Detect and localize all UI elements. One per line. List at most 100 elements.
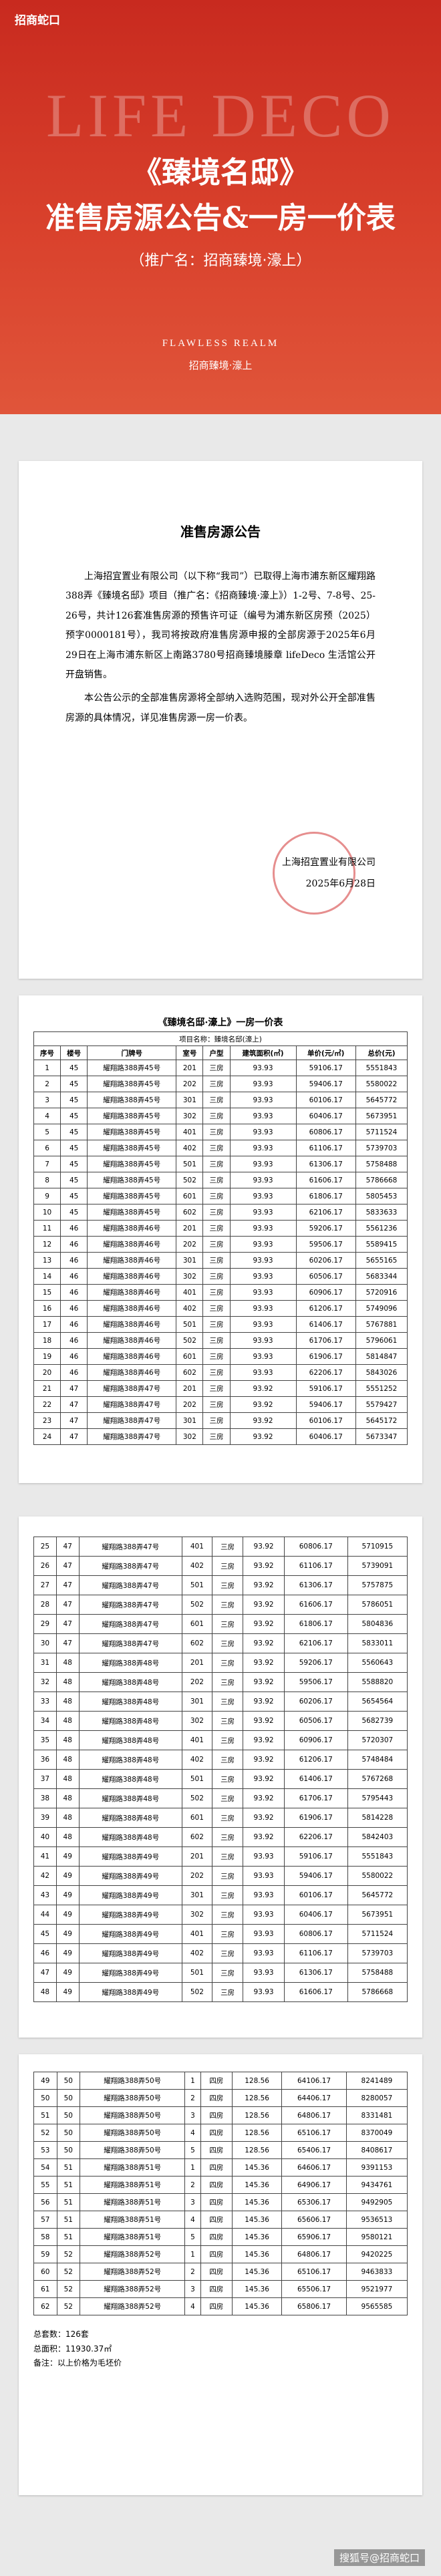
- cell: 145.36: [232, 2158, 283, 2177]
- cell: 4: [184, 2211, 201, 2229]
- cell: 耀翔路388弄50号: [80, 2106, 186, 2124]
- cell: 耀翔路388弄47号: [78, 1537, 182, 1557]
- cell: 三房: [202, 1412, 231, 1429]
- cell: 93.93: [229, 1252, 297, 1269]
- cell: 93.93: [243, 1885, 285, 1905]
- cell: 三房: [211, 1653, 244, 1673]
- cell: 9565585: [345, 2297, 408, 2315]
- cell: 耀翔路388弄49号: [78, 1963, 182, 1983]
- cell: 5673951: [347, 1905, 408, 1925]
- table-page: 《臻境名邸·濠上》一房一价表 项目名称：臻境名邸(濠上) 序号 楼号 门牌号 室号 户型 建筑…: [19, 995, 422, 1483]
- cell: 50: [56, 2141, 81, 2159]
- cell: 三房: [202, 1364, 231, 1381]
- cell: 耀翔路388弄51号: [80, 2176, 186, 2194]
- cell: 39: [33, 1808, 57, 1828]
- cell: 三房: [202, 1348, 231, 1365]
- paragraph: 上海招宜置业有限公司（以下称“我司”）已取得上海市浦东新区耀翔路388弄《臻境名…: [65, 571, 376, 680]
- cell: 三房: [211, 1633, 244, 1653]
- cell: 601: [176, 1188, 204, 1204]
- cell: 51: [56, 2158, 81, 2177]
- cell: 三房: [211, 1808, 244, 1828]
- cell: 6: [33, 1140, 61, 1156]
- cell: 46: [60, 1252, 88, 1269]
- cell: 93.93: [229, 1236, 297, 1253]
- cell: 耀翔路388弄46号: [87, 1252, 177, 1269]
- table-row: 27 47 耀翔路388弄47号 501 三房 93.92 61306.17 5757875: [33, 1575, 408, 1595]
- cell: 93.93: [243, 1943, 285, 1963]
- cell: 耀翔路388弄49号: [78, 1943, 182, 1963]
- cell: 12: [33, 1236, 61, 1253]
- cell: 93.92: [243, 1575, 285, 1595]
- cell: 四房: [200, 2158, 233, 2177]
- cell: 61606.17: [295, 1172, 356, 1188]
- cell: 38: [33, 1788, 57, 1808]
- cell: 62206.17: [283, 1827, 348, 1847]
- cell: 61706.17: [283, 1788, 348, 1808]
- cell: 59106.17: [295, 1060, 356, 1076]
- cell: 5767268: [347, 1769, 408, 1789]
- cell: 四房: [200, 2228, 233, 2246]
- cell: 502: [176, 1332, 204, 1349]
- cell: 四房: [200, 2297, 233, 2315]
- cell: 61: [33, 2280, 57, 2298]
- table-row: 58 51 耀翔路388弄51号 5 四房 145.36 65906.17 9580121: [33, 2228, 408, 2246]
- cell: 5551252: [355, 1380, 408, 1397]
- cell: 32: [33, 1672, 57, 1692]
- table-row: 10 45 耀翔路388弄45号 602 三房 93.93 62106.17 5833633: [33, 1204, 408, 1221]
- cell: 42: [33, 1866, 57, 1886]
- cell: 三房: [211, 1866, 244, 1886]
- cell: 93.92: [243, 1556, 285, 1576]
- cell: 1: [184, 2072, 201, 2090]
- cell: 9420225: [345, 2245, 408, 2263]
- cell: 145.36: [232, 2263, 283, 2281]
- cell: 耀翔路388弄48号: [78, 1711, 182, 1731]
- cell: 四房: [200, 2245, 233, 2263]
- cell: 三房: [202, 1108, 231, 1124]
- cell: 50: [33, 2089, 57, 2107]
- cell: 93.93: [229, 1284, 297, 1301]
- table-row: 62 52 耀翔路388弄52号 4 四房 145.36 65806.17 9565585: [33, 2297, 408, 2315]
- cell: 93.93: [229, 1204, 297, 1221]
- cell: 45: [60, 1060, 88, 1076]
- cell: 29: [33, 1614, 57, 1634]
- table-row: 32 48 耀翔路388弄48号 202 三房 93.92 59506.17 5588820: [33, 1672, 408, 1692]
- title: 《臻境名邸》: [132, 156, 309, 190]
- cell: 49: [55, 1924, 80, 1944]
- cell: 4: [33, 1108, 61, 1124]
- cell: 36: [33, 1750, 57, 1770]
- cell: 耀翔路388弄48号: [78, 1653, 182, 1673]
- cell: 61806.17: [295, 1188, 356, 1204]
- cell: 93.92: [243, 1653, 285, 1673]
- cell: 59406.17: [295, 1396, 356, 1413]
- cell: 46: [60, 1300, 88, 1317]
- cell: 45: [60, 1172, 88, 1188]
- cell: 三房: [211, 1595, 244, 1615]
- cell: 401: [176, 1284, 204, 1301]
- cell: 26: [33, 1556, 57, 1576]
- cell: 耀翔路388弄47号: [87, 1412, 177, 1429]
- cell: 耀翔路388弄45号: [87, 1076, 177, 1092]
- table-row: 28 47 耀翔路388弄47号 502 三房 93.92 61606.17 5786051: [33, 1595, 408, 1615]
- cell: 62206.17: [295, 1364, 356, 1381]
- cell: 三房: [202, 1300, 231, 1317]
- cell: 93.93: [229, 1124, 297, 1140]
- cell: 602: [176, 1204, 204, 1221]
- cell: 93.92: [243, 1711, 285, 1731]
- cell: 48: [55, 1653, 80, 1673]
- cell: 128.56: [232, 2089, 283, 2107]
- cell: 50: [56, 2089, 81, 2107]
- cell: 93.93: [229, 1220, 297, 1237]
- cell: 耀翔路388弄47号: [87, 1380, 177, 1397]
- cell: 5551843: [347, 1846, 408, 1867]
- cell: 53: [33, 2141, 57, 2159]
- table-row: 36 48 耀翔路388弄48号 402 三房 93.92 61206.17 5748484: [33, 1750, 408, 1770]
- summary-line: 总套数：126套: [33, 2329, 89, 2339]
- table-row: 56 51 耀翔路388弄51号 3 四房 145.36 65306.17 9492905: [33, 2193, 408, 2211]
- price-table: 25 47 耀翔路388弄47号 401 三房 93.92 60806.17 5710915 2…: [33, 1537, 408, 2002]
- cell: 5655165: [355, 1252, 408, 1269]
- cell: 46: [60, 1236, 88, 1253]
- cell: 三房: [211, 1614, 244, 1634]
- cell: 5: [184, 2228, 201, 2246]
- cell: 501: [176, 1316, 204, 1333]
- cell: 64806.17: [281, 2106, 347, 2124]
